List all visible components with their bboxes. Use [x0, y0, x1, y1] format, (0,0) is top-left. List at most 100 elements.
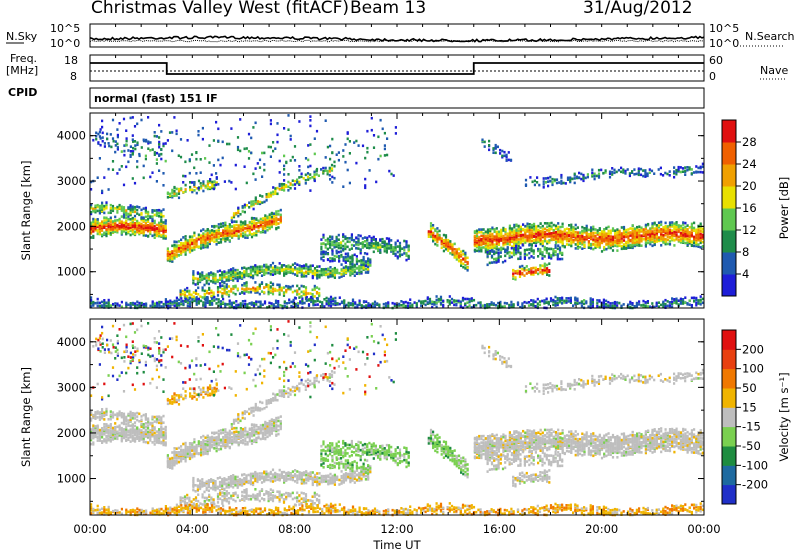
power-cell — [525, 272, 528, 275]
power-cell — [542, 183, 545, 186]
power-cell — [283, 300, 286, 303]
power-cell — [144, 154, 147, 158]
power-cell — [155, 229, 158, 233]
power-cell — [701, 171, 704, 174]
power-cell — [351, 302, 355, 305]
power-cell — [504, 240, 507, 244]
power-cell — [208, 303, 211, 306]
power-cell — [468, 304, 471, 307]
power-cell — [618, 229, 621, 233]
power-cell — [537, 249, 540, 253]
power-cell — [111, 204, 115, 208]
power-cell — [291, 183, 294, 187]
power-cell — [311, 288, 314, 292]
power-cell — [266, 222, 269, 225]
power-cell — [519, 305, 522, 309]
power-cell — [145, 138, 148, 142]
power-cell — [160, 213, 163, 216]
power-cell — [490, 254, 494, 258]
power-cell — [158, 225, 161, 229]
power-cell — [373, 300, 377, 304]
power-cell — [677, 165, 680, 169]
power-cell — [222, 301, 225, 304]
power-cell — [699, 238, 702, 242]
power-cell — [558, 297, 561, 300]
power-cell — [111, 230, 115, 234]
power-cell — [596, 299, 599, 302]
power-cell — [340, 253, 343, 257]
power-cell — [442, 244, 445, 247]
power-cell — [309, 292, 312, 295]
power-cell — [140, 225, 143, 229]
power-cell — [160, 226, 163, 230]
power-cell — [638, 300, 641, 303]
power-cell — [569, 179, 572, 182]
power-cell — [158, 300, 161, 304]
power-cell — [197, 238, 200, 241]
power-cell — [311, 295, 314, 298]
power-cell — [277, 213, 280, 216]
power-cell — [516, 303, 520, 307]
power-cell — [677, 168, 680, 171]
power-cell — [568, 239, 571, 243]
power-cell — [631, 232, 634, 235]
power-cell — [313, 271, 317, 274]
power-cell — [208, 231, 211, 234]
power-cell — [222, 222, 225, 225]
power-cell — [429, 235, 433, 239]
power-cell — [629, 300, 632, 304]
power-cell — [550, 255, 553, 259]
power-cell — [201, 137, 204, 141]
power-cell — [572, 238, 575, 242]
power-cell — [436, 237, 439, 241]
power-cell — [605, 299, 608, 303]
power-cell — [523, 274, 526, 277]
power-cell — [579, 245, 582, 249]
power-cell — [493, 257, 496, 261]
power-cell — [486, 236, 490, 240]
power-cell — [304, 294, 308, 298]
power-cell — [535, 230, 538, 233]
power-cell — [260, 265, 264, 268]
power-cell — [111, 118, 115, 122]
power-cell — [605, 242, 608, 246]
power-cell — [360, 304, 363, 307]
power-cell — [247, 273, 250, 276]
power-cell — [470, 297, 473, 300]
power-cell — [587, 246, 590, 249]
power-cell — [296, 267, 299, 271]
power-cell — [368, 243, 371, 247]
power-cell — [684, 301, 687, 304]
power-cell — [228, 299, 231, 303]
power-cell — [296, 270, 299, 273]
power-cell — [557, 237, 560, 240]
power-cell — [225, 290, 228, 294]
power-cell — [638, 236, 641, 240]
power-cell — [190, 296, 193, 300]
power-cell — [366, 244, 369, 247]
power-cell — [435, 295, 438, 298]
power-cell — [326, 169, 329, 173]
power-cell — [116, 223, 119, 227]
power-cell — [254, 200, 257, 203]
power-cell — [647, 229, 650, 233]
power-cell — [263, 300, 267, 303]
power-cell — [508, 303, 511, 307]
power-cell — [532, 256, 535, 259]
power-cell — [644, 245, 647, 248]
power-cell — [182, 174, 185, 178]
power-cell — [217, 226, 220, 229]
power-cell — [695, 240, 698, 244]
power-cell — [177, 189, 181, 193]
power-cell — [114, 144, 117, 147]
power-cell — [294, 273, 297, 276]
power-cell — [433, 303, 436, 306]
power-cell — [664, 302, 667, 306]
power-cell — [241, 205, 244, 208]
power-cell — [690, 222, 693, 226]
power-cell — [273, 217, 276, 221]
power-cell — [292, 298, 295, 302]
power-cell — [633, 243, 636, 246]
power-cell — [298, 292, 301, 296]
power-cell — [153, 305, 156, 308]
